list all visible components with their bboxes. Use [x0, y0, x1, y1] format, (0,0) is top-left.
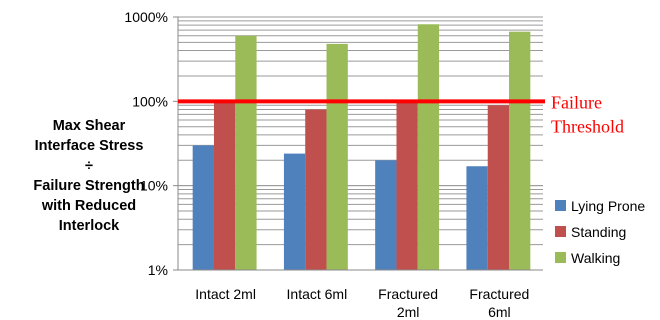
bar-walking	[235, 35, 257, 270]
y-tick-label: 10%	[140, 178, 168, 194]
legend-swatch	[555, 200, 566, 211]
y-tick-labels: 1% 10% 100% 1000%	[124, 9, 178, 278]
bar-lying-prone	[283, 153, 306, 270]
y-axis-label-line: Max Shear	[52, 118, 126, 134]
y-axis-label-line: ÷	[85, 158, 93, 174]
x-category-label: Fractured 6ml	[469, 286, 529, 320]
bar-lying-prone	[466, 166, 488, 270]
x-category-label: Intact 2ml	[195, 286, 256, 302]
legend-swatch	[555, 226, 566, 237]
y-axis-label: Max Shear Interface Stress ÷ Failure Streng…	[0, 116, 178, 236]
legend-label: Lying Prone	[571, 198, 645, 214]
y-axis-label-line: Failure Strength	[33, 178, 145, 194]
failure-threshold: Failure Threshold	[178, 92, 624, 136]
y-axis-label-line: Interlock	[58, 218, 120, 234]
threshold-label: Failure Threshold	[551, 92, 624, 136]
y-tick-label: 100%	[132, 93, 168, 109]
bar-walking	[326, 43, 348, 270]
y-axis-label-line: with Reduced	[41, 198, 137, 214]
legend-label: Standing	[571, 224, 626, 240]
bar-standing	[487, 105, 510, 270]
bar-standing	[213, 101, 236, 270]
x-category-labels: Intact 2ml Intact 6ml Fractured 2ml Fracture…	[195, 286, 529, 320]
axes	[177, 17, 543, 271]
y-tick-label: 1000%	[124, 9, 168, 25]
bar-lying-prone	[192, 145, 214, 270]
x-category-label: Intact 6ml	[287, 286, 348, 302]
legend: Lying Prone Standing Walking	[555, 198, 645, 266]
bar-standing	[396, 99, 418, 270]
y-axis-label-line: Interface Stress	[34, 138, 144, 154]
legend-swatch	[555, 252, 566, 263]
bar-standing	[305, 109, 327, 271]
bar-walking	[417, 24, 440, 270]
x-category-label: Fractured 2ml	[378, 286, 438, 320]
bar-walking	[509, 31, 531, 270]
y-tick-label: 1%	[148, 262, 168, 278]
legend-label: Walking	[571, 250, 620, 266]
bar-lying-prone	[375, 160, 397, 270]
